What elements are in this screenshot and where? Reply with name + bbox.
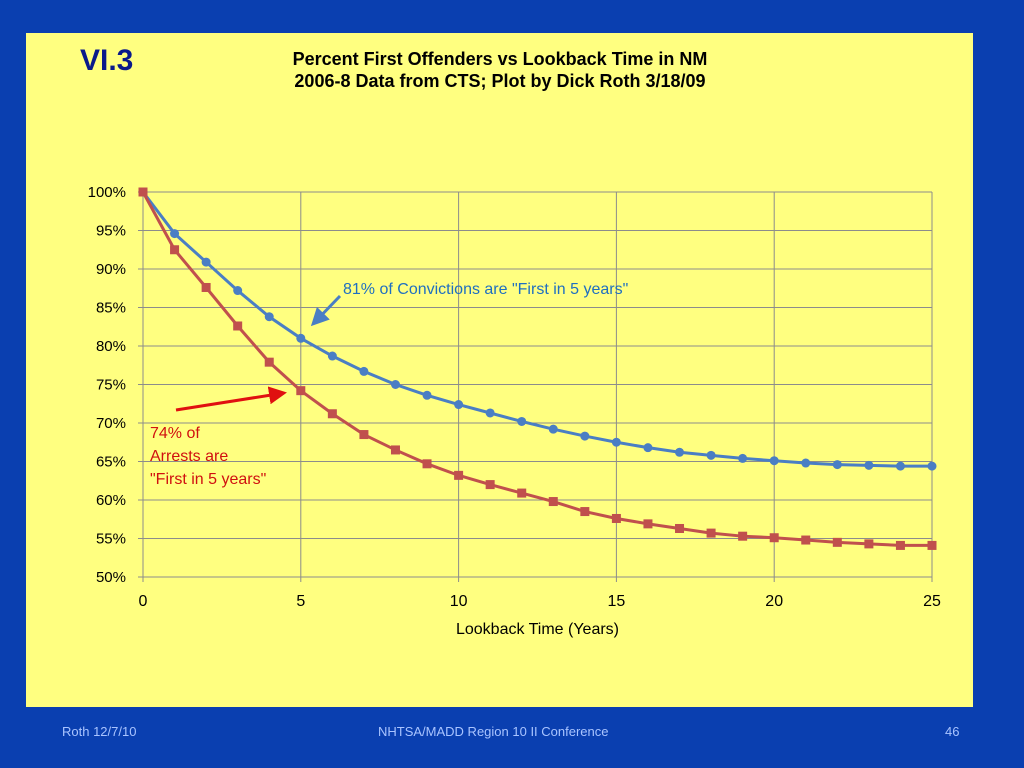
series-2-point bbox=[390, 445, 400, 455]
y-tick-label: 100% bbox=[88, 184, 126, 201]
series-2-point bbox=[927, 540, 937, 550]
series-2-point bbox=[359, 430, 369, 440]
series-2-point bbox=[864, 539, 874, 549]
series-1-point bbox=[769, 456, 779, 466]
x-tick-label: 25 bbox=[923, 593, 941, 610]
series-2-point bbox=[422, 459, 432, 469]
series-1-point bbox=[359, 366, 369, 376]
convictions-annotation: 81% of Convictions are "First in 5 years… bbox=[343, 281, 629, 298]
x-tick-label: 5 bbox=[296, 593, 305, 610]
series-1-point bbox=[675, 447, 685, 457]
footer-author-date: Roth 12/7/10 bbox=[62, 724, 137, 739]
series-2-point bbox=[454, 470, 464, 480]
series-2-point bbox=[801, 535, 811, 545]
series-1-point bbox=[517, 416, 527, 426]
series-2-point bbox=[769, 533, 779, 543]
footer-conference: NHTSA/MADD Region 10 II Conference bbox=[378, 724, 609, 739]
series-2-point bbox=[264, 357, 274, 367]
series-1-point bbox=[485, 408, 495, 418]
series-1-point bbox=[201, 257, 211, 267]
y-tick-label: 95% bbox=[96, 223, 126, 240]
series-line-2 bbox=[141, 191, 932, 547]
series-1-point bbox=[738, 453, 748, 463]
arrests-annotation-line1: 74% of bbox=[150, 425, 200, 442]
chart-grid bbox=[142, 191, 933, 578]
series-1-point bbox=[801, 458, 811, 468]
y-tick-label: 55% bbox=[96, 531, 126, 548]
slide-number-label: VI.3 bbox=[80, 44, 134, 77]
series-2-point bbox=[895, 540, 905, 550]
series-2-point bbox=[548, 497, 558, 507]
series-2-point bbox=[233, 321, 243, 331]
y-tick-label: 65% bbox=[96, 454, 126, 471]
series-1-point bbox=[327, 351, 337, 361]
y-tick-label: 80% bbox=[96, 338, 126, 355]
series-2-point bbox=[296, 386, 306, 396]
arrests-annotation-line3: "First in 5 years" bbox=[150, 471, 267, 488]
series-2-point bbox=[580, 507, 590, 517]
series-2-point bbox=[611, 513, 621, 523]
series-1-point bbox=[548, 424, 558, 434]
series-2-point bbox=[201, 282, 211, 292]
annotation-arrows bbox=[175, 294, 342, 412]
series-1-point bbox=[422, 390, 432, 400]
series-2-point bbox=[138, 187, 148, 197]
series-2-point bbox=[327, 409, 337, 419]
series-1-point bbox=[864, 460, 874, 470]
x-tick-label: 15 bbox=[608, 593, 626, 610]
x-tick-label: 20 bbox=[765, 593, 783, 610]
x-axis-title: Lookback Time (Years) bbox=[456, 621, 619, 638]
series-1-point bbox=[390, 380, 400, 389]
y-tick-label: 75% bbox=[96, 377, 126, 394]
y-tick-label: 90% bbox=[96, 261, 126, 278]
series-2-point bbox=[706, 528, 716, 538]
series-2-point bbox=[832, 537, 842, 547]
series-2-point bbox=[675, 523, 685, 533]
y-tick-label: 50% bbox=[96, 569, 126, 586]
chart-axes: 50% 55% 60% 65% 70% 75% 80% 85% 90% 95% 100% 0 5 10 15… bbox=[88, 184, 941, 638]
series-1-point bbox=[706, 450, 716, 460]
y-tick-label: 70% bbox=[96, 415, 126, 432]
series-1-point bbox=[454, 400, 464, 410]
arrests-annotation-line2: Arrests are bbox=[150, 448, 229, 465]
chart-title-line2: 2006-8 Data from CTS; Plot by Dick Roth … bbox=[294, 71, 706, 91]
y-tick-label: 60% bbox=[96, 492, 126, 509]
convictions-arrow bbox=[310, 294, 342, 327]
chart-series bbox=[138, 187, 937, 550]
chart-title: Percent First Offenders vs Lookback Time… bbox=[190, 48, 810, 92]
series-1-point bbox=[643, 443, 653, 453]
series-1-point bbox=[832, 460, 842, 470]
series-1-point bbox=[580, 431, 590, 441]
series-1-point bbox=[170, 229, 180, 239]
series-1-point bbox=[611, 437, 621, 447]
series-2-point bbox=[517, 488, 527, 498]
arrests-annotation: 74% of Arrests are "First in 5 years" bbox=[150, 422, 266, 491]
x-tick-label: 10 bbox=[450, 593, 468, 610]
series-1-point bbox=[927, 461, 937, 471]
series-line-1 bbox=[141, 191, 932, 468]
footer-page-number: 46 bbox=[945, 724, 960, 739]
series-1-point bbox=[264, 312, 274, 322]
slide-panel bbox=[26, 33, 973, 707]
y-tick-label: 85% bbox=[96, 300, 126, 317]
series-2-point bbox=[643, 519, 653, 529]
chart-title-line1: Percent First Offenders vs Lookback Time… bbox=[292, 49, 708, 69]
series-2-point bbox=[170, 245, 180, 255]
x-tick-label: 0 bbox=[139, 593, 148, 610]
series-1-point bbox=[296, 333, 306, 343]
arrests-arrow bbox=[175, 386, 287, 412]
series-2-point bbox=[485, 480, 495, 490]
series-2-point bbox=[738, 531, 748, 541]
series-1-point bbox=[895, 461, 905, 471]
series-1-point bbox=[233, 286, 243, 296]
